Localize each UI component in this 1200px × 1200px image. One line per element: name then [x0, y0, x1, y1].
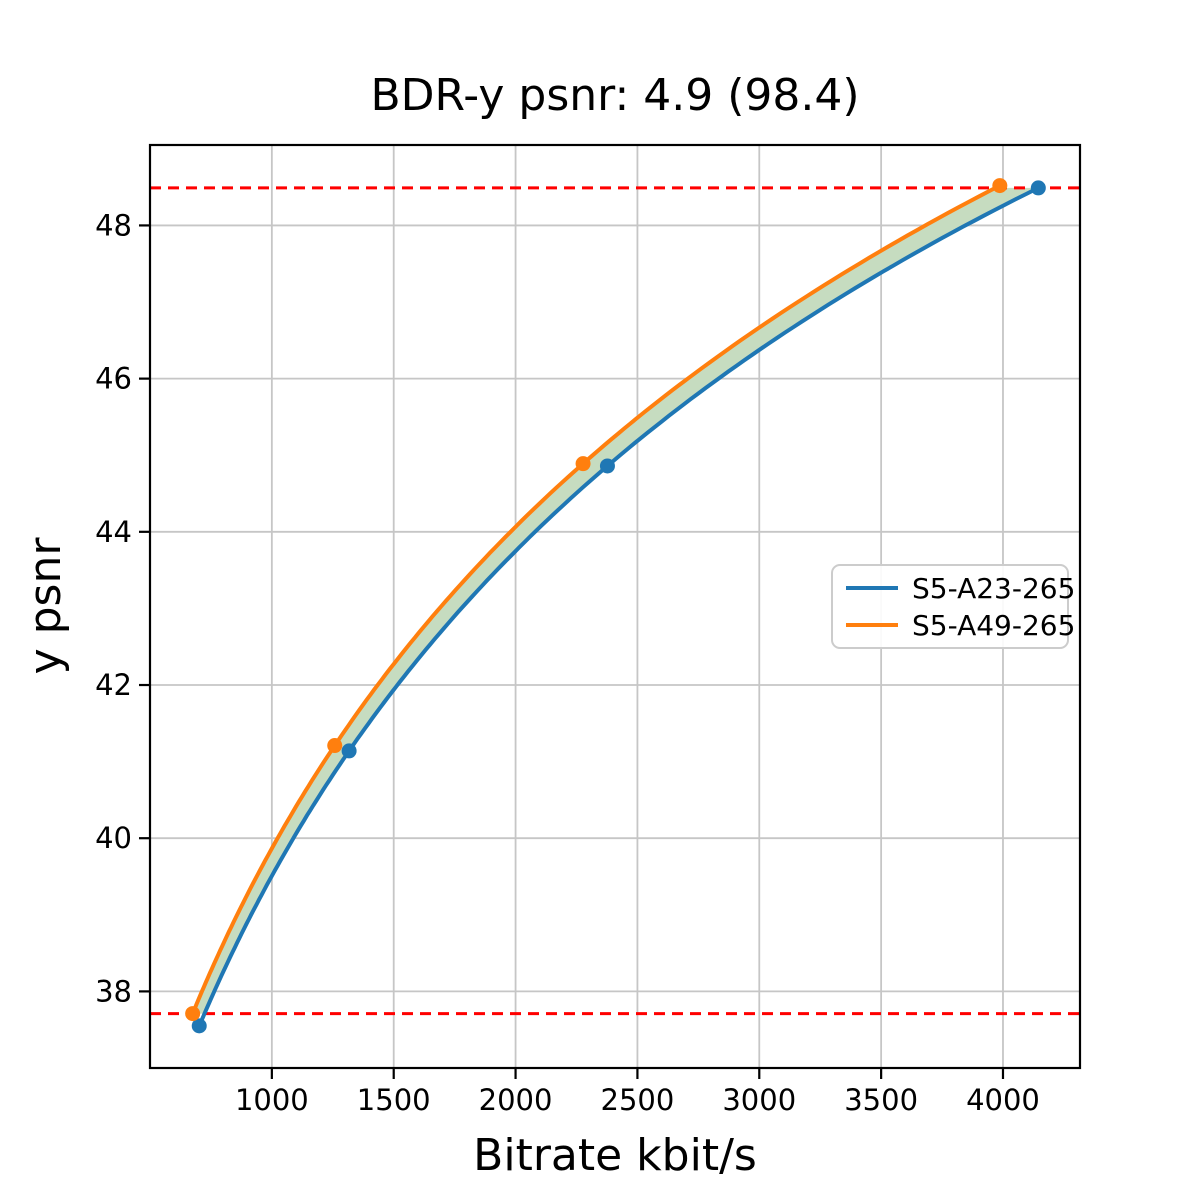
data-point-s5-a23-265 [341, 743, 357, 759]
legend-box [831, 564, 1069, 649]
x-axis-label: Bitrate kbit/s [473, 1130, 757, 1181]
x-tick-label: 4000 [966, 1083, 1040, 1117]
axes-spines [148, 143, 1082, 1070]
series-lines [190, 183, 1041, 1028]
y-tick-label: 44 [95, 515, 132, 549]
data-point-markers [185, 178, 1046, 1034]
y-tick-label: 40 [95, 821, 132, 855]
y-axis-label: y psnr [20, 537, 71, 675]
reference-lines [150, 186, 1080, 1016]
y-tick-label: 46 [95, 362, 132, 396]
legend-label-orange: S5-A49-265 [912, 609, 1075, 642]
x-tick-label: 1500 [357, 1083, 431, 1117]
plot-border [148, 143, 1082, 1070]
data-point-s5-a49-265 [575, 456, 591, 472]
series-line-s5-a23-265 [197, 185, 1041, 1028]
data-point-s5-a23-265 [599, 458, 615, 474]
legend-label-blue: S5-A23-265 [912, 572, 1075, 605]
x-tick-label: 2000 [479, 1083, 553, 1117]
data-point-s5-a49-265 [185, 1006, 201, 1022]
series-line-s5-a49-265 [190, 183, 1002, 1016]
x-tick-label: 2500 [601, 1083, 675, 1117]
data-point-s5-a23-265 [1030, 180, 1046, 196]
data-point-s5-a23-265 [191, 1018, 207, 1034]
tick-marks-and-labels: 1000 1500 2000 2500 3000 3500 4000 38 40 42 44 46 48 [95, 208, 1040, 1117]
legend: S5-A23-265 S5-A49-265 [831, 564, 1075, 649]
x-tick-label: 3000 [722, 1083, 796, 1117]
x-tick-label: 1000 [235, 1083, 309, 1117]
y-tick-label: 48 [95, 208, 132, 242]
x-tick-label: 3500 [844, 1083, 918, 1117]
y-tick-label: 38 [95, 974, 132, 1008]
data-point-s5-a49-265 [327, 738, 343, 754]
data-point-s5-a49-265 [992, 178, 1008, 194]
chart-title: BDR-y psnr: 4.9 (98.4) [370, 70, 859, 121]
y-tick-label: 42 [95, 668, 132, 702]
